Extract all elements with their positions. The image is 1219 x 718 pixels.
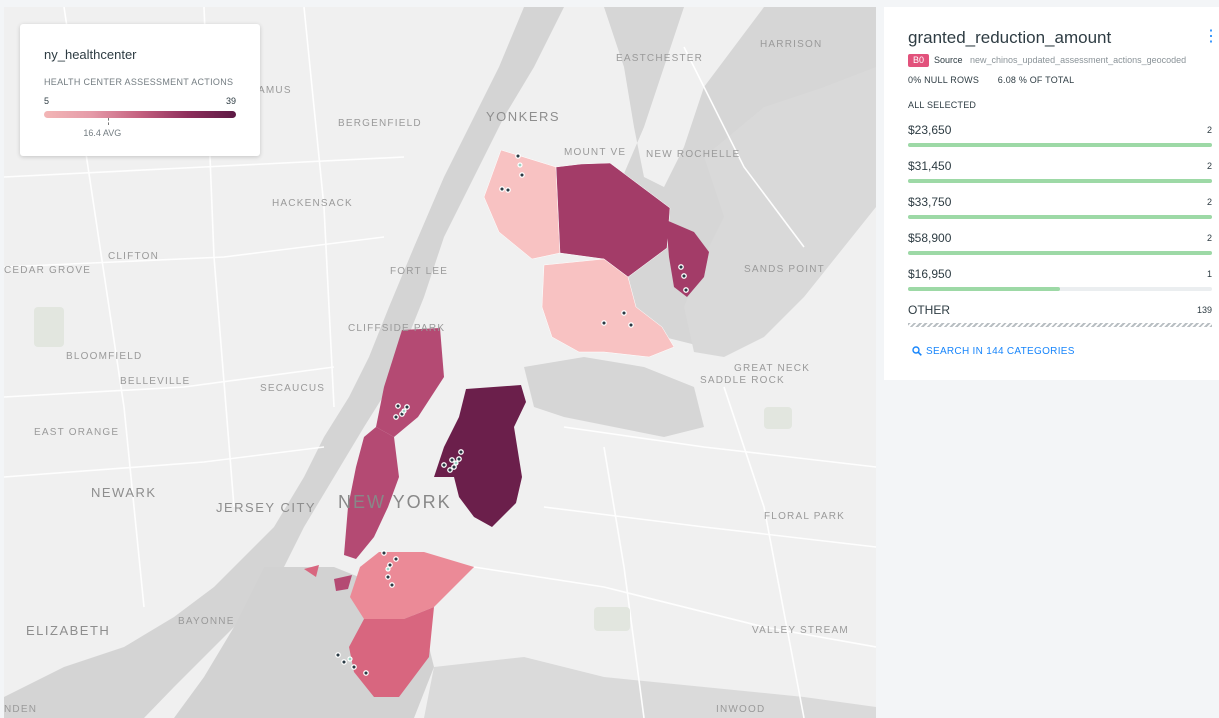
category-bar-track bbox=[908, 287, 1212, 291]
legend-max: 39 bbox=[225, 96, 236, 106]
category-bar-track bbox=[908, 143, 1212, 147]
place-label: MOUNT VE bbox=[564, 147, 627, 158]
source-name: new_chinos_updated_assessment_actions_ge… bbox=[970, 55, 1187, 65]
place-label: NEWARK bbox=[91, 485, 157, 500]
place-label: BELLEVILLE bbox=[120, 376, 191, 387]
widget-title: granted_reduction_amount bbox=[908, 28, 1112, 47]
place-label: CLIFTON bbox=[108, 251, 159, 262]
place-label: SANDS POINT bbox=[744, 264, 825, 275]
category-bar bbox=[908, 251, 1212, 255]
legend-avg-tick bbox=[108, 118, 110, 125]
all-selected: ALL SELECTED bbox=[908, 100, 977, 110]
place-label: BERGENFIELD bbox=[338, 118, 422, 129]
legend-avg: 16.4 AVG bbox=[83, 128, 122, 138]
other-bar bbox=[908, 323, 1212, 327]
region-brooklyn-north bbox=[350, 552, 474, 619]
category-row[interactable]: $31,450 2 bbox=[908, 159, 1212, 195]
legend-min: 5 bbox=[44, 96, 50, 106]
category-count: 139 bbox=[1196, 305, 1212, 315]
category-row-other[interactable]: OTHER 139 bbox=[908, 303, 1212, 339]
category-label: $58,900 bbox=[908, 231, 952, 245]
region-bronx-south bbox=[541, 258, 675, 358]
category-bar bbox=[908, 179, 1212, 183]
category-bar-track bbox=[908, 179, 1212, 183]
place-label: CEDAR GROVE bbox=[4, 265, 92, 276]
category-label: $33,750 bbox=[908, 195, 952, 209]
place-label: FORT LEE bbox=[390, 266, 449, 277]
place-label: NEW ROCHELLE bbox=[646, 149, 741, 160]
search-label: SEARCH IN 144 CATEGORIES bbox=[926, 346, 1075, 357]
region-small-sliver-2 bbox=[304, 565, 319, 577]
place-label: NDEN bbox=[4, 704, 38, 715]
category-widget: granted_reduction_amount ⋮ B0 Source new… bbox=[884, 7, 1219, 380]
pct-total: 6.08 % OF TOTAL bbox=[997, 75, 1075, 85]
place-label: SECAUCUS bbox=[260, 383, 326, 394]
place-label: VALLEY STREAM bbox=[752, 625, 849, 636]
place-label: INWOOD bbox=[716, 704, 766, 715]
category-count: 2 bbox=[1206, 197, 1212, 207]
region-bronx-east bbox=[555, 162, 671, 278]
category-count: 2 bbox=[1206, 125, 1212, 135]
category-bar-track bbox=[908, 251, 1212, 255]
place-label: GREAT NECK bbox=[734, 363, 811, 374]
category-bar-track bbox=[908, 215, 1212, 219]
region-upper-manhattan bbox=[376, 328, 444, 437]
category-label: OTHER bbox=[908, 303, 950, 317]
legend-title: ny_healthcenter bbox=[44, 47, 137, 62]
place-label: JERSEY CITY bbox=[216, 500, 317, 515]
category-count: 2 bbox=[1206, 233, 1212, 243]
category-bar bbox=[908, 143, 1212, 147]
category-row[interactable]: $33,750 2 bbox=[908, 195, 1212, 231]
category-label: $23,650 bbox=[908, 123, 952, 137]
region-brooklyn-south bbox=[349, 607, 434, 697]
category-row[interactable]: $23,650 2 bbox=[908, 123, 1212, 159]
search-categories-link[interactable]: SEARCH IN 144 CATEGORIES bbox=[912, 346, 1075, 357]
place-label: EAST ORANGE bbox=[34, 427, 120, 438]
place-label: HARRISON bbox=[760, 39, 823, 50]
place-label: NEW YORK bbox=[338, 492, 452, 512]
category-bar bbox=[908, 215, 1212, 219]
place-label: ELIZABETH bbox=[26, 623, 111, 638]
place-label: EASTCHESTER bbox=[616, 53, 704, 64]
place-label: YONKERS bbox=[486, 109, 561, 124]
legend-subtitle: HEALTH CENTER ASSESSMENT ACTIONS bbox=[44, 77, 234, 87]
place-label: AMUS bbox=[258, 85, 292, 96]
source-badge: B0 bbox=[908, 54, 929, 67]
place-label: CLIFFSIDE PARK bbox=[348, 323, 446, 334]
category-label: $16,950 bbox=[908, 267, 952, 281]
category-row[interactable]: $16,950 1 bbox=[908, 267, 1212, 303]
category-bar bbox=[908, 287, 1060, 291]
category-count: 2 bbox=[1206, 161, 1212, 171]
search-icon bbox=[912, 346, 922, 356]
place-label: FLORAL PARK bbox=[764, 511, 845, 522]
widget-stats: 0% NULL ROWS 6.08 % OF TOTAL bbox=[908, 75, 1090, 85]
region-manhattan bbox=[344, 427, 399, 559]
category-count: 1 bbox=[1206, 269, 1212, 279]
region-small-sliver bbox=[334, 575, 352, 591]
null-rows: 0% NULL ROWS bbox=[908, 75, 980, 85]
kebab-icon[interactable]: ⋮ bbox=[1203, 28, 1219, 45]
region-queens bbox=[434, 385, 526, 527]
place-label: BLOOMFIELD bbox=[66, 351, 143, 362]
place-label: SADDLE ROCK bbox=[700, 375, 785, 386]
legend-color-ramp bbox=[44, 111, 236, 118]
map-legend: ny_healthcenter HEALTH CENTER ASSESSMENT… bbox=[20, 24, 260, 156]
category-row[interactable]: $58,900 2 bbox=[908, 231, 1212, 267]
place-label: HACKENSACK bbox=[272, 198, 353, 209]
region-bronx-peninsula bbox=[666, 220, 709, 297]
source-label: Source bbox=[934, 55, 963, 65]
place-label: BAYONNE bbox=[178, 616, 235, 627]
category-label: $31,450 bbox=[908, 159, 952, 173]
